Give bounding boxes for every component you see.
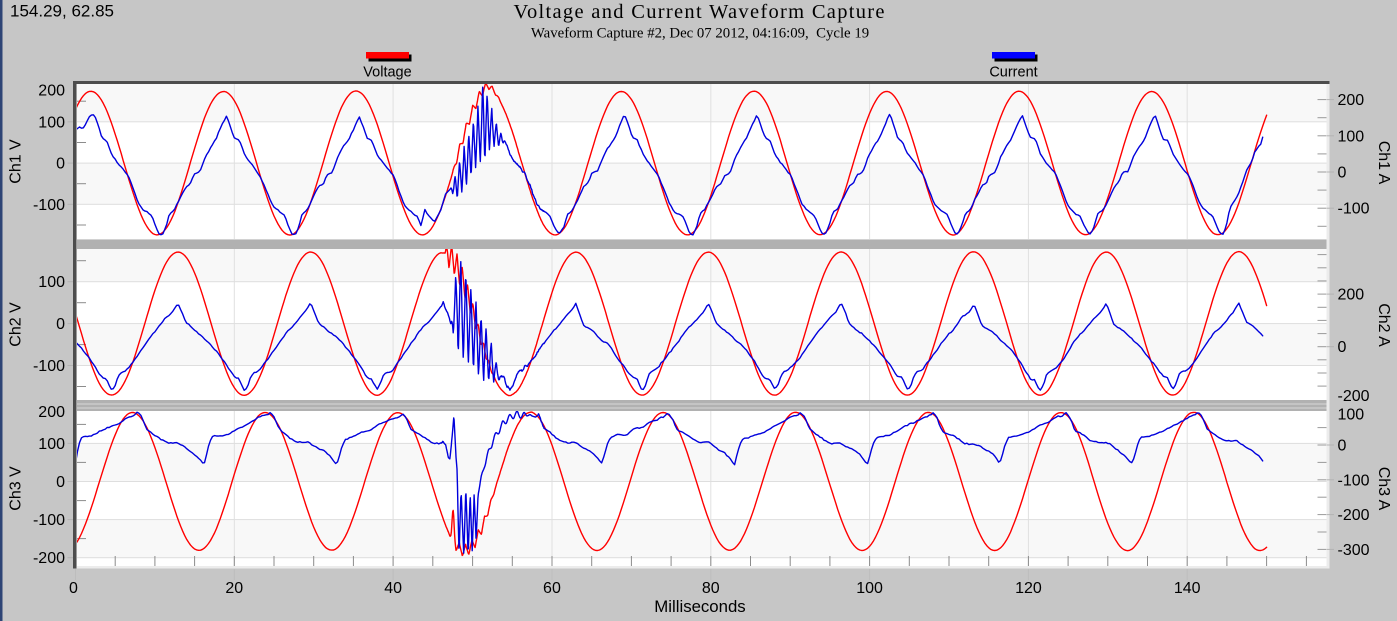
- svg-text:Milliseconds: Milliseconds: [654, 597, 745, 616]
- svg-text:Ch3 A: Ch3 A: [1375, 467, 1392, 511]
- svg-text:40: 40: [384, 580, 402, 597]
- svg-text:Ch3 V: Ch3 V: [8, 466, 25, 511]
- svg-text:0: 0: [69, 580, 78, 597]
- svg-text:-100: -100: [1338, 472, 1370, 489]
- svg-text:-100: -100: [1338, 201, 1370, 218]
- svg-text:0: 0: [56, 474, 65, 491]
- svg-text:120: 120: [1015, 580, 1042, 597]
- svg-text:100: 100: [38, 436, 65, 453]
- svg-text:200: 200: [1338, 92, 1365, 109]
- svg-text:100: 100: [38, 114, 65, 131]
- svg-text:0: 0: [56, 316, 65, 333]
- svg-text:140: 140: [1174, 580, 1201, 597]
- svg-text:-300: -300: [1338, 542, 1370, 559]
- svg-text:100: 100: [38, 274, 65, 291]
- svg-text:-200: -200: [1338, 388, 1370, 405]
- svg-text:Current: Current: [989, 65, 1037, 81]
- svg-text:100: 100: [1338, 128, 1365, 145]
- svg-text:80: 80: [702, 580, 720, 597]
- svg-text:Voltage and Current Waveform C: Voltage and Current Waveform Capture: [514, 1, 886, 23]
- svg-text:Ch2 A: Ch2 A: [1375, 303, 1392, 347]
- svg-text:100: 100: [856, 580, 883, 597]
- svg-text:100: 100: [1338, 407, 1365, 424]
- svg-text:0: 0: [56, 156, 65, 173]
- svg-text:-200: -200: [1338, 507, 1370, 524]
- svg-text:-100: -100: [33, 197, 65, 214]
- svg-text:0: 0: [1338, 438, 1347, 455]
- svg-text:0: 0: [1338, 165, 1347, 182]
- svg-text:154.29, 62.85: 154.29, 62.85: [10, 2, 114, 21]
- svg-text:200: 200: [38, 404, 65, 421]
- svg-text:-200: -200: [33, 550, 65, 567]
- svg-text:60: 60: [543, 580, 561, 597]
- svg-text:20: 20: [225, 580, 243, 597]
- svg-text:200: 200: [1338, 287, 1365, 304]
- svg-text:0: 0: [1338, 339, 1347, 356]
- svg-text:Ch1 A: Ch1 A: [1375, 141, 1392, 185]
- svg-text:-100: -100: [33, 512, 65, 529]
- svg-text:Voltage: Voltage: [363, 65, 411, 81]
- svg-text:-100: -100: [33, 358, 65, 375]
- svg-text:Ch1 V: Ch1 V: [8, 139, 25, 184]
- svg-text:200: 200: [38, 83, 65, 100]
- svg-text:Waveform Capture #2, Dec 07 20: Waveform Capture #2, Dec 07 2012, 04:16:…: [531, 26, 869, 42]
- svg-text:Ch2 V: Ch2 V: [8, 302, 25, 347]
